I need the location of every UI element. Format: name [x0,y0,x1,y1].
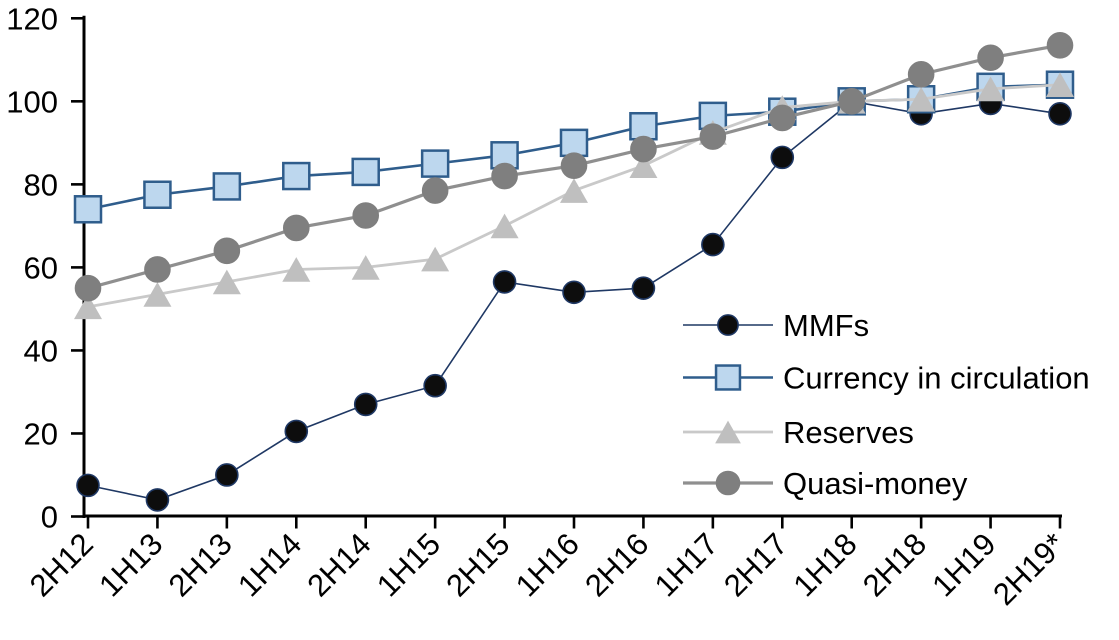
x-tick-label: 2H13 [162,526,239,603]
quasi-money-marker [977,44,1004,72]
mmfs-marker [562,280,586,305]
quasi-money-marker [715,470,741,496]
series-mmfs [76,89,1072,512]
quasi-money-marker [144,256,171,283]
reserves-marker [421,246,450,272]
y-tick-label: 20 [24,416,58,451]
quasi-money-marker [74,274,102,302]
quasi-money-marker [491,162,518,190]
currency-in-circulation-marker [351,157,380,187]
mmfs-marker [1048,101,1072,126]
quasi-money-marker [421,177,449,204]
y-tick-label: 80 [24,167,58,202]
mmfs-marker [353,392,378,417]
mmfs-marker [284,419,309,444]
mmfs-marker [701,232,725,257]
currency-in-circulation-marker [73,195,103,224]
currency-in-circulation-marker [212,172,242,201]
mmfs-marker [145,488,170,512]
y-tick-label: 120 [6,1,58,36]
currency-in-circulation-marker [629,111,658,141]
y-tick-label: 60 [24,250,58,285]
mmfs-marker [631,276,656,300]
quasi-money-marker [838,88,866,115]
x-tick-label: 1H15 [370,526,447,603]
quasi-money-marker [1046,31,1074,59]
legend: MMFs Currency in circulation Reserves Quasi… [683,308,1090,501]
reserves-marker [629,153,658,179]
legend-item-quasi-money: Quasi-money [683,466,968,501]
x-tick-label: 2H16 [578,526,655,603]
x-tick-label: 2H14 [301,526,378,603]
x-tick-label: 1H16 [509,526,586,603]
mmfs-marker [770,145,795,170]
reserves-marker [907,86,936,112]
y-tick-label: 40 [24,333,58,368]
mmfs-marker [717,314,739,336]
mmfs-marker [492,270,517,294]
reserves-marker [282,257,311,282]
quasi-money-marker [768,104,796,132]
quasi-money-marker [560,152,588,179]
reserves-marker [143,282,172,307]
reserves-marker [560,178,588,203]
currency-in-circulation-marker [143,180,172,209]
y-tick-label: 0 [41,500,58,535]
quasi-money-marker [352,202,380,229]
legend-label: Reserves [783,415,914,450]
quasi-money-marker [630,135,657,163]
quasi-money-marker [282,214,310,242]
reserves-marker [715,420,741,444]
currency-in-circulation-marker [714,364,742,391]
series-reserves [74,72,1074,320]
y-tick-label: 100 [6,84,58,119]
legend-item-reserves: Reserves [683,415,914,450]
x-tick-label: 1H14 [231,526,308,603]
currency-in-circulation-marker [420,149,450,178]
reserves-marker [212,269,241,295]
legend-label: Currency in circulation [783,361,1090,396]
legend-label: MMFs [783,308,869,343]
reserves-marker [976,76,1005,102]
mmfs-marker [215,463,239,487]
reserves-marker [74,294,102,320]
legend-item-currency-in-circulation: Currency in circulation [683,361,1090,396]
mmfs-marker [76,473,100,498]
legend-label: Quasi-money [783,466,968,501]
quasi-money-marker [213,237,241,265]
x-tick-label: 2H19* [986,526,1072,612]
x-tick-label: 1H13 [92,526,169,603]
x-tick-label: 2H17 [717,526,794,603]
legend-item-mmfs: MMFs [683,308,869,343]
x-tick-label: 2H12 [23,526,100,603]
reserves-marker [490,213,519,239]
x-tick-label: 1H18 [787,526,864,603]
quasi-money-marker [907,61,935,88]
currency-in-circulation-marker [282,161,311,191]
x-tick-label: 1H17 [648,526,725,603]
series-quasi-money [74,31,1074,302]
currency-in-circulation-marker [559,128,589,158]
x-tick-label: 2H15 [439,526,516,603]
mmfs-marker [423,373,447,398]
x-tick-label: 2H18 [856,526,933,603]
reserves-marker [351,255,380,280]
reserves-marker [1046,72,1074,98]
quasi-money-marker [699,123,727,150]
